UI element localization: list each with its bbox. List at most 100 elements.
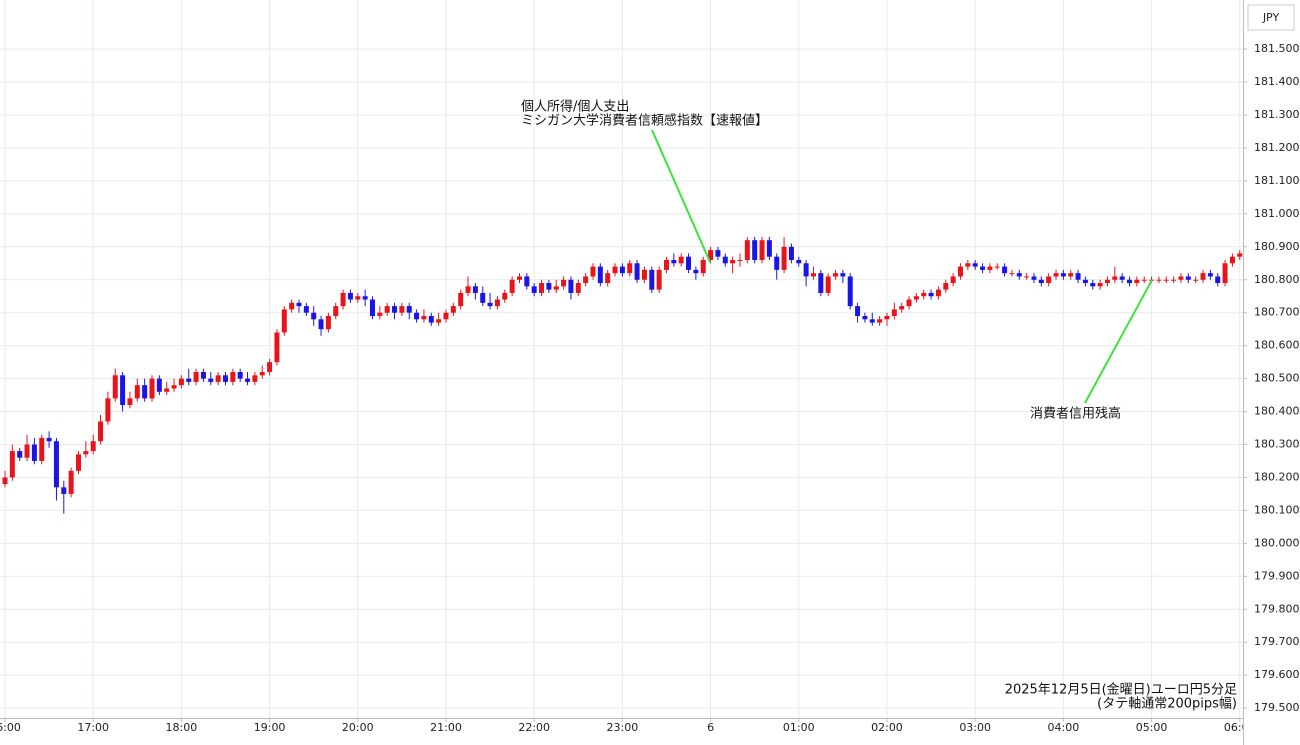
candle-body xyxy=(818,273,824,293)
candle-body xyxy=(120,375,126,405)
candle-body xyxy=(318,319,324,330)
x-tick-label: 19:00 xyxy=(254,721,286,734)
candle-body xyxy=(1237,253,1243,257)
candle-body xyxy=(516,276,522,280)
candle-body xyxy=(744,240,750,260)
x-tick-label: 04:00 xyxy=(1048,721,1080,734)
candle-body xyxy=(730,259,736,264)
candle-body xyxy=(715,250,721,257)
candle-body xyxy=(274,332,280,363)
candle-body xyxy=(994,266,1000,268)
candle-body xyxy=(1207,273,1213,277)
candle-body xyxy=(546,283,552,290)
candle-body xyxy=(355,296,361,300)
candle-body xyxy=(436,319,442,323)
y-tick-label: 181.000 xyxy=(1254,207,1300,220)
candle-body xyxy=(333,306,339,316)
candle-body xyxy=(222,375,228,382)
candle-body xyxy=(1082,279,1088,284)
x-tick-label: 17:00 xyxy=(77,721,109,734)
candle-body xyxy=(1112,276,1118,280)
y-tick-label: 180.700 xyxy=(1254,306,1300,319)
candle-body xyxy=(583,276,589,284)
candle-body xyxy=(1031,276,1037,280)
y-tick-label: 179.800 xyxy=(1254,602,1300,615)
candle-body xyxy=(230,372,236,382)
candle-body xyxy=(502,292,508,300)
candle-body xyxy=(561,279,567,287)
y-tick-label: 180.600 xyxy=(1254,339,1300,352)
candle-body xyxy=(39,437,45,461)
candle-body xyxy=(480,292,486,303)
candle-body xyxy=(509,279,515,293)
candle-body xyxy=(590,266,596,277)
candle-body xyxy=(267,362,273,373)
y-tick-label: 179.700 xyxy=(1254,635,1300,648)
candle-body xyxy=(722,256,728,264)
candle-body xyxy=(1141,279,1147,281)
candle-body xyxy=(369,299,375,316)
candle-body xyxy=(913,296,919,300)
caption: (タテ軸通常200pips幅) xyxy=(1097,697,1237,712)
candle-body xyxy=(781,246,787,270)
y-tick-label: 180.900 xyxy=(1254,240,1300,253)
candle-body xyxy=(539,283,545,293)
candle-body xyxy=(193,372,199,382)
candle-body xyxy=(1229,256,1235,264)
candle-body xyxy=(83,451,89,455)
candle-body xyxy=(112,375,118,399)
candle-body xyxy=(641,269,647,280)
candle-body xyxy=(796,259,802,264)
candle-body xyxy=(303,306,309,313)
x-tick-label: 02:00 xyxy=(871,721,903,734)
candle-body xyxy=(810,273,816,277)
candle-body xyxy=(171,385,177,389)
candle-body xyxy=(46,437,52,442)
candle-body xyxy=(1046,276,1052,284)
candle-body xyxy=(90,441,96,452)
candle-body xyxy=(472,286,478,293)
annotation-pointer xyxy=(651,129,711,263)
candle-body xyxy=(649,269,655,290)
candle-body xyxy=(1053,273,1059,277)
candle-body xyxy=(980,266,986,270)
y-tick-label: 180.000 xyxy=(1254,536,1300,549)
candle-body xyxy=(494,299,500,307)
candle-body xyxy=(1163,279,1169,281)
candle-body xyxy=(53,441,59,488)
x-tick-label: 6 xyxy=(707,721,714,734)
candle-body xyxy=(24,444,30,458)
candle-body xyxy=(289,302,295,310)
candle-body xyxy=(524,276,530,287)
candle-body xyxy=(68,470,74,494)
candle-body xyxy=(957,266,963,277)
candle-body xyxy=(1193,279,1199,281)
candle-body xyxy=(105,398,111,422)
candle-body xyxy=(752,240,758,260)
candle-body xyxy=(487,302,493,307)
candle-body xyxy=(766,240,772,257)
candle-body xyxy=(825,276,831,293)
candle-body xyxy=(1171,279,1177,281)
candle-body xyxy=(965,263,971,267)
candle-body xyxy=(1185,276,1191,280)
candle-body xyxy=(1097,283,1103,287)
x-tick-label: 16:00 xyxy=(0,721,21,734)
unit-box xyxy=(1247,4,1295,31)
candle-body xyxy=(803,263,809,277)
candle-body xyxy=(663,259,669,270)
candle-body xyxy=(156,378,162,392)
candle-body xyxy=(671,259,677,264)
candle-body xyxy=(252,375,258,382)
candle-body xyxy=(1156,279,1162,281)
candle-body xyxy=(921,292,927,297)
candle-body xyxy=(1002,266,1008,274)
candle-body xyxy=(421,315,427,320)
caption: 2025年12月5日(金曜日)ユーロ円5分足 xyxy=(1005,682,1237,698)
candle-body xyxy=(553,286,559,290)
candle-body xyxy=(678,256,684,264)
candle-body xyxy=(935,289,941,297)
candle-body xyxy=(443,312,449,320)
x-tick-label: 06:00 xyxy=(1224,721,1256,734)
